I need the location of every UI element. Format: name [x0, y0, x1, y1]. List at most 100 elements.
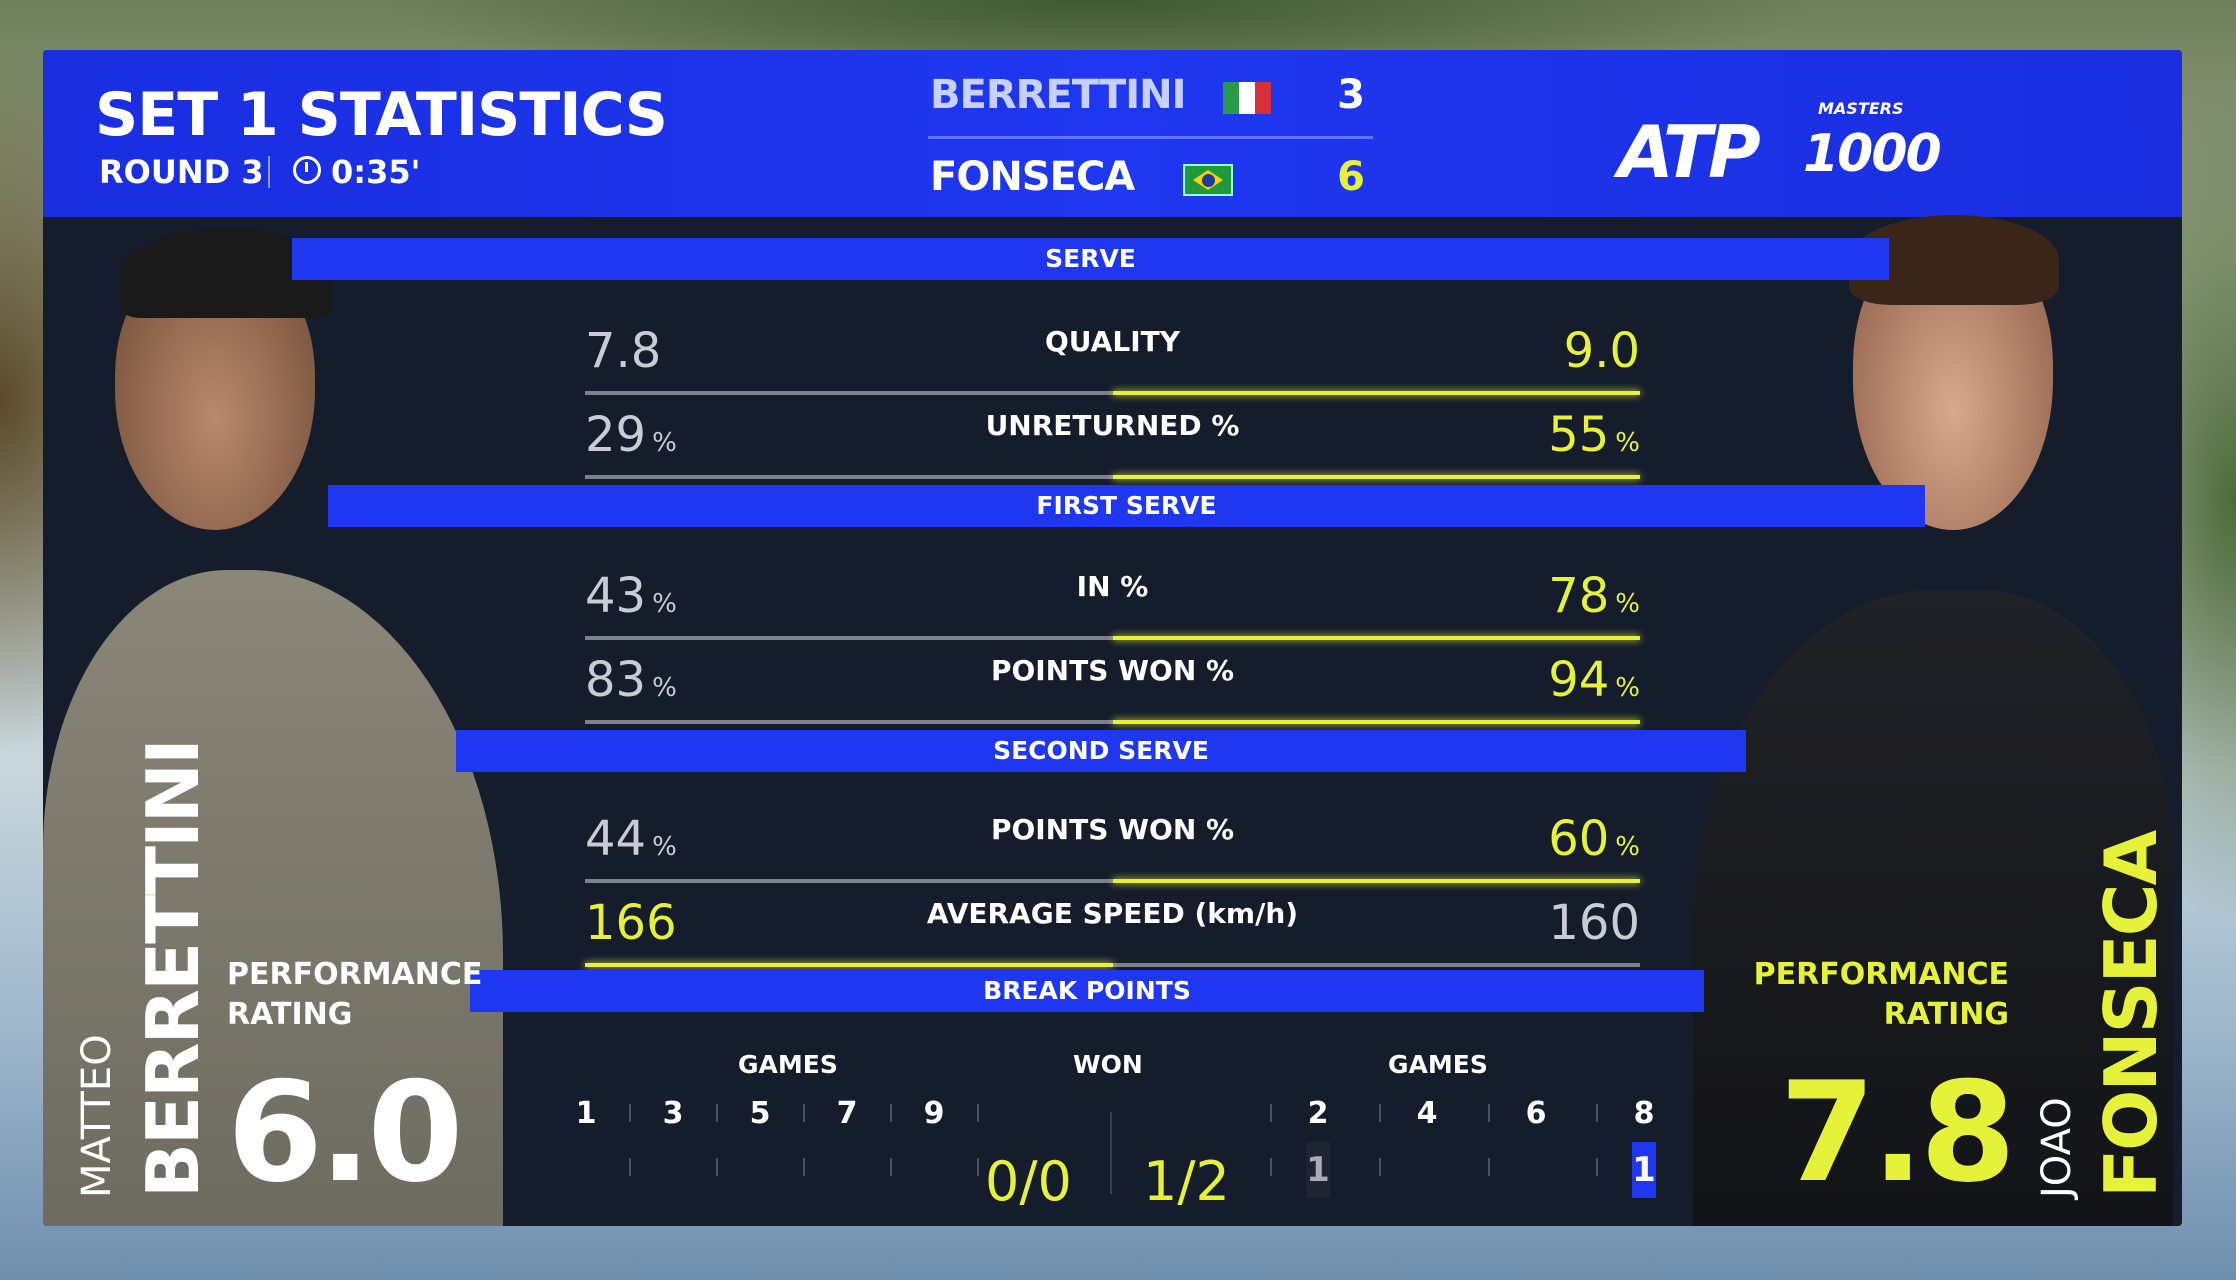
left-value-number: 83: [585, 652, 647, 708]
game-tick: [629, 1158, 631, 1176]
header-bar: SET 1 STATISTICS ROUND 3 0:35' BERRETTIN…: [43, 50, 2182, 217]
left-value: 29%: [585, 407, 677, 463]
right-value: 94%: [1548, 652, 1640, 708]
right-value-number: 78: [1548, 568, 1610, 624]
right-value: 78%: [1548, 568, 1640, 624]
leader-highlight: [1112, 475, 1640, 479]
left-games-label: GAMES: [738, 1050, 838, 1079]
left-value: 43%: [585, 568, 677, 624]
unit: %: [1615, 673, 1640, 703]
game-tick: [1379, 1158, 1381, 1176]
break-point-mark: 1: [1632, 1142, 1656, 1198]
leader-highlight: [1112, 636, 1640, 640]
game-number: 3: [662, 1096, 684, 1131]
right-value: 9.0: [1564, 323, 1640, 379]
divider: [268, 156, 270, 188]
game-tick: [1596, 1158, 1598, 1176]
round-label: ROUND 3: [99, 153, 264, 191]
right-rating-label-1: PERFORMANCE: [1753, 957, 2009, 992]
stat-label: POINTS WON %: [990, 654, 1235, 687]
right-rating-label: PERFORMANCE RATING: [1754, 955, 2009, 1035]
left-break-points-won: 0/0: [985, 1150, 1072, 1213]
right-value: 60%: [1548, 811, 1640, 867]
game-tick: [716, 1158, 718, 1176]
atp-masters-1000-logo: ATP MASTERS 1000: [1618, 100, 1942, 195]
left-value: 7.8: [585, 323, 661, 379]
section-header-break-points: BREAK POINTS: [470, 970, 1704, 1012]
right-value: 160: [1548, 895, 1640, 951]
stats-panel: SET 1 STATISTICS ROUND 3 0:35' BERRETTIN…: [43, 50, 2182, 1226]
game-tick: [977, 1158, 979, 1176]
left-rating-label: PERFORMANCE RATING: [227, 955, 482, 1035]
left-value: 44%: [585, 811, 677, 867]
game-tick: [977, 1104, 979, 1122]
game-tick: [1270, 1158, 1272, 1176]
right-value-number: 94: [1548, 652, 1610, 708]
game-tick: [716, 1104, 718, 1122]
game-number: 5: [749, 1096, 771, 1131]
game-number: 1: [575, 1096, 597, 1131]
game-tick: [803, 1104, 805, 1122]
score-player-2-name: FONSECA: [930, 154, 1135, 200]
left-player-last-name: BERRETTINI: [131, 740, 215, 1198]
game-tick: [629, 1104, 631, 1122]
won-label: WON: [1073, 1050, 1143, 1079]
right-value-number: 60: [1548, 811, 1610, 867]
break-point-mark: 1: [1306, 1142, 1330, 1198]
score-player-2-games: 6: [1337, 154, 1365, 200]
logo-tier-small: MASTERS: [1818, 99, 1904, 118]
italy-flag-icon: [1223, 82, 1271, 114]
unit: %: [1615, 589, 1640, 619]
right-value-number: 9.0: [1563, 323, 1640, 379]
right-player-photo: [1693, 590, 2173, 1226]
game-number: 4: [1416, 1096, 1438, 1131]
right-value-number: 160: [1548, 895, 1640, 951]
right-value-number: 55: [1548, 407, 1610, 463]
logo-tier: 1000: [1803, 124, 1942, 184]
left-value-number: 7.8: [585, 323, 662, 379]
section-header-first-serve: FIRST SERVE: [328, 485, 1925, 527]
game-number: 6: [1525, 1096, 1547, 1131]
left-rating-label-1: PERFORMANCE: [227, 957, 483, 992]
leader-highlight: [1112, 391, 1640, 395]
game-number: 8: [1633, 1096, 1655, 1131]
game-tick: [1488, 1104, 1490, 1122]
score-divider: [928, 136, 1373, 139]
stat-row: 166 160 AVERAGE SPEED (km/h): [585, 887, 1640, 967]
left-player-photo: [43, 570, 503, 1226]
stat-label: POINTS WON %: [990, 813, 1235, 846]
game-number: 7: [836, 1096, 858, 1131]
game-tick: [1270, 1104, 1272, 1122]
game-tick: [803, 1158, 805, 1176]
leader-highlight: [585, 963, 1113, 967]
stat-row: 83% 94% POINTS WON %: [585, 644, 1640, 724]
right-games-label: GAMES: [1388, 1050, 1488, 1079]
stat-label: IN %: [1076, 570, 1149, 603]
clock-icon: [293, 156, 321, 184]
left-rating-label-2: RATING: [227, 997, 353, 1032]
unit: %: [1615, 832, 1640, 862]
page-title: SET 1 STATISTICS: [95, 80, 668, 150]
stat-label: UNRETURNED %: [985, 409, 1240, 442]
unit: %: [652, 832, 677, 862]
right-rating-label-2: RATING: [1883, 997, 2009, 1032]
game-number: 9: [923, 1096, 945, 1131]
brazil-flag-icon: [1183, 164, 1233, 196]
stat-row: 43% 78% IN %: [585, 560, 1640, 640]
stat-label: QUALITY: [1045, 325, 1180, 358]
game-tick: [890, 1158, 892, 1176]
right-performance-rating: 7.8: [1779, 1052, 2016, 1213]
stat-row: 44% 60% POINTS WON %: [585, 803, 1640, 883]
game-tick: [1379, 1104, 1381, 1122]
left-value-number: 29: [585, 407, 647, 463]
game-tick: [890, 1104, 892, 1122]
game-number: 2: [1307, 1096, 1329, 1131]
unit: %: [652, 428, 677, 458]
stat-row: 29% 55% UNRETURNED %: [585, 399, 1640, 479]
game-tick: [1488, 1158, 1490, 1176]
logo-brand: ATP: [1618, 110, 1761, 194]
left-value: 83%: [585, 652, 677, 708]
comparison-line: [585, 963, 1640, 967]
right-player-last-name: FONSECA: [2089, 831, 2173, 1198]
right-player-first-name: JOAO: [2034, 1097, 2080, 1198]
